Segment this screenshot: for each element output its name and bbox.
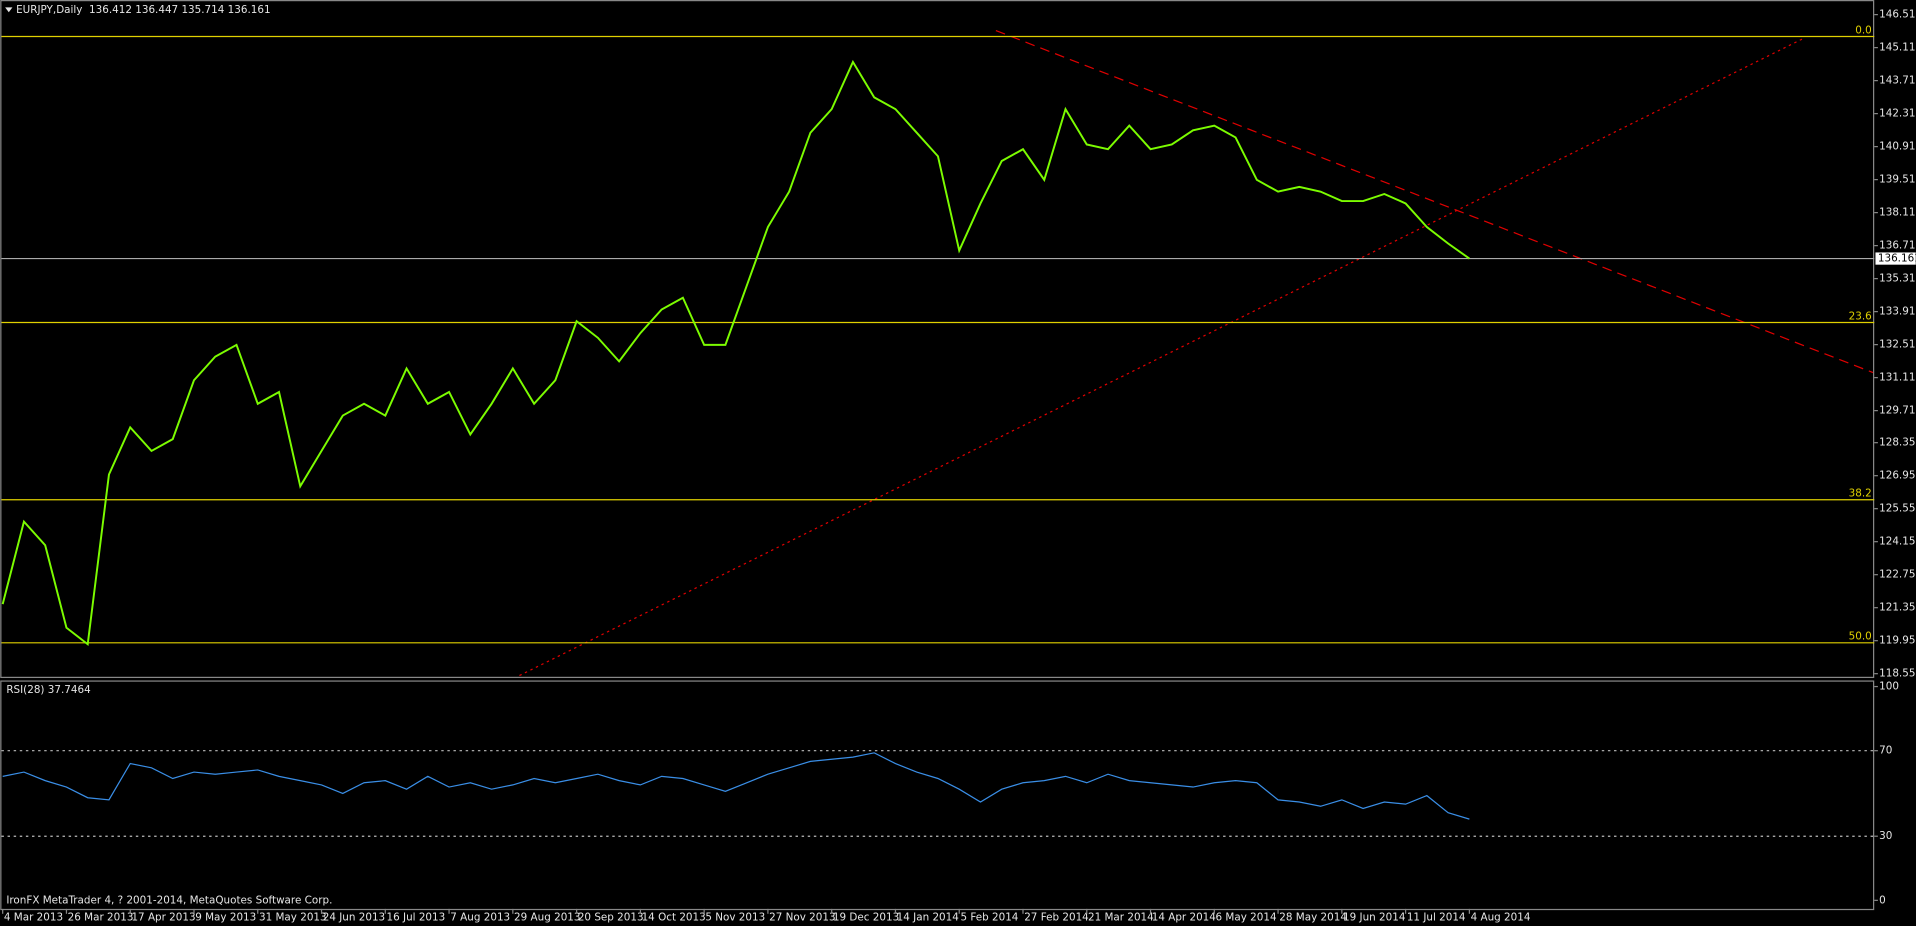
chart-title: EURJPY,Daily 136.412 136.447 135.714 136… xyxy=(16,4,270,16)
y-tick-label: 118.550 xyxy=(1879,668,1916,680)
x-tick-label: 27 Feb 2014 xyxy=(1024,911,1089,923)
x-tick-label: 5 Feb 2014 xyxy=(960,911,1018,923)
x-tick-label: 17 Apr 2013 xyxy=(131,911,195,923)
x-tick-label: 26 Mar 2013 xyxy=(68,911,134,923)
x-tick-label: 28 May 2014 xyxy=(1279,911,1347,923)
y-tick-label: 125.550 xyxy=(1879,503,1916,515)
x-tick-label: 31 May 2013 xyxy=(259,911,327,923)
trendline xyxy=(519,38,1803,677)
y-tick-label: 146.510 xyxy=(1879,9,1916,21)
y-tick-label: 143.710 xyxy=(1879,75,1916,87)
x-tick-label: 14 Oct 2013 xyxy=(642,911,706,923)
x-tick-label: 9 May 2013 xyxy=(195,911,256,923)
current-price-box xyxy=(1875,252,1916,265)
y-tick-label: 145.110 xyxy=(1879,42,1916,54)
fibo-label: 38.2 xyxy=(1849,488,1872,500)
footer: IronFX MetaTrader 4, ? 2001-2014, MetaQu… xyxy=(6,894,332,906)
trendline xyxy=(995,29,1874,374)
x-tick-label: 6 May 2014 xyxy=(1216,911,1277,923)
y-tick-label: 126.950 xyxy=(1879,470,1916,482)
y-tick-label: 132.510 xyxy=(1879,339,1916,351)
y-tick-label: 133.910 xyxy=(1879,306,1916,318)
price-line xyxy=(2,752,1470,820)
y-tick-label: 138.110 xyxy=(1879,207,1916,219)
y-tick-label: 121.350 xyxy=(1879,602,1916,614)
y-tick-label: 131.110 xyxy=(1879,372,1916,384)
price-line xyxy=(1,59,1470,647)
x-tick-label: 7 Aug 2013 xyxy=(450,911,510,923)
y-tick-label: 128.350 xyxy=(1879,437,1916,449)
y-tick-label: 142.310 xyxy=(1879,108,1916,120)
current-price-label: 136.161 xyxy=(1878,253,1916,265)
fibo-label: 23.6 xyxy=(1849,310,1872,322)
x-tick-label: 4 Aug 2014 xyxy=(1471,911,1531,923)
x-tick-label: 20 Sep 2013 xyxy=(578,911,644,923)
x-tick-label: 29 Aug 2013 xyxy=(514,911,580,923)
x-tick-label: 14 Apr 2014 xyxy=(1152,911,1217,923)
x-tick-label: 19 Dec 2013 xyxy=(833,911,899,923)
y-tick-label: 100 xyxy=(1879,681,1899,693)
x-tick-label: 27 Nov 2013 xyxy=(769,911,835,923)
y-tick-label: 136.710 xyxy=(1879,240,1916,252)
x-tick-label: 21 Mar 2014 xyxy=(1088,911,1154,923)
x-tick-label: 5 Nov 2013 xyxy=(705,911,765,923)
y-tick-label: 122.750 xyxy=(1879,569,1916,581)
x-tick-label: 24 Jun 2013 xyxy=(323,911,385,923)
y-tick-label: 135.310 xyxy=(1879,273,1916,285)
y-tick-label: 140.910 xyxy=(1879,141,1916,153)
fibo-label: 50.0 xyxy=(1849,631,1872,643)
y-tick-label: 139.510 xyxy=(1879,174,1916,186)
rsi-title: RSI(28) 37.7464 xyxy=(6,684,91,696)
x-tick-label: 11 Jul 2014 xyxy=(1407,911,1466,923)
x-tick-label: 19 Jun 2014 xyxy=(1343,911,1406,923)
y-tick-label: 70 xyxy=(1879,745,1892,757)
y-tick-label: 124.150 xyxy=(1879,536,1916,548)
y-tick-label: 119.950 xyxy=(1879,635,1916,647)
y-tick-label: 129.710 xyxy=(1879,405,1916,417)
fibo-label: 0.0 xyxy=(1855,24,1872,36)
x-tick-label: 14 Jan 2014 xyxy=(897,911,960,923)
x-tick-label: 4 Mar 2013 xyxy=(4,911,63,923)
y-tick-label: 0 xyxy=(1879,894,1886,906)
menu-arrow[interactable] xyxy=(5,7,13,13)
main-panel xyxy=(0,0,1875,679)
y-tick-label: 30 xyxy=(1879,830,1892,842)
x-tick-label: 16 Jul 2013 xyxy=(387,911,446,923)
rsi-panel xyxy=(0,680,1875,911)
